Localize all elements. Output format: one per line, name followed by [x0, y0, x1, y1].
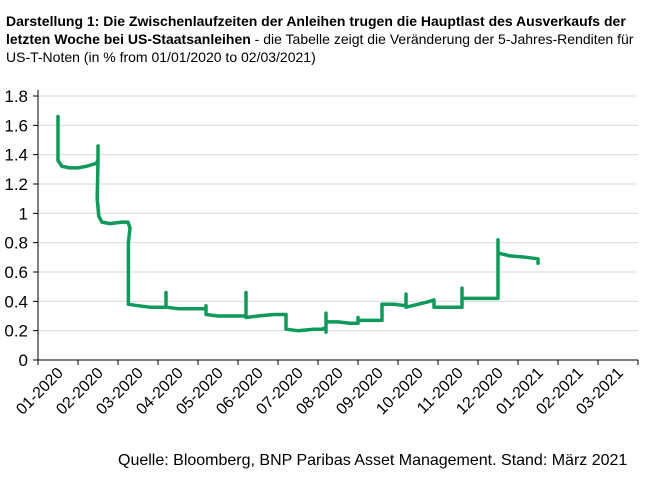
- y-tick-label-1: 0.2: [4, 322, 28, 341]
- y-tick-label-6: 1.2: [4, 175, 28, 194]
- chart-title-bold: Darstellung 1: Die Zwischenlaufzeiten de…: [6, 13, 626, 47]
- chart-title: Darstellung 1: Die Zwischenlaufzeiten de…: [6, 12, 636, 66]
- gridlines: [38, 95, 638, 332]
- y-axis-ticks: 0 0.2 0.4 0.6 0.8 1 1.2 1.4 1.6 1.8: [4, 87, 38, 370]
- y-tick-label-4: 0.8: [4, 234, 28, 253]
- y-tick-label-3: 0.6: [4, 263, 28, 282]
- y-tick-label-7: 1.4: [4, 146, 28, 165]
- series-line-0: [56, 114, 540, 334]
- y-tick-label-2: 0.4: [4, 292, 28, 311]
- y-tick-label-0: 0: [19, 351, 28, 370]
- source-note: Quelle: Bloomberg, BNP Paribas Asset Man…: [118, 452, 628, 469]
- y-tick-label-9: 1.8: [4, 87, 28, 106]
- series-group: [56, 114, 540, 334]
- y-tick-label-5: 1: [19, 204, 28, 223]
- chart-title-normal: - die Tabelle zeigt die Veränderung der …: [6, 31, 634, 65]
- axes: [37, 90, 638, 361]
- x-axis-ticks: 01-202002-202003-202004-202005-202006-20…: [13, 360, 639, 418]
- y-tick-label-8: 1.6: [4, 116, 28, 135]
